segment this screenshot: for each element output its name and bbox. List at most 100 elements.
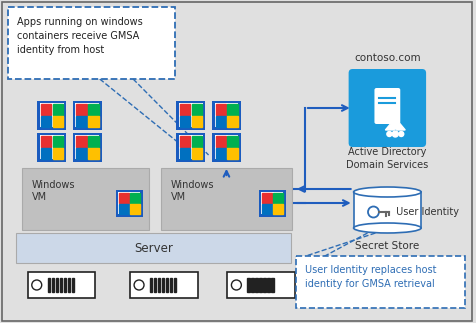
Circle shape bbox=[386, 131, 391, 137]
FancyBboxPatch shape bbox=[73, 132, 101, 162]
Bar bbox=[68, 278, 70, 292]
Text: Apps running on windows
containers receive GMSA
identity from host: Apps running on windows containers recei… bbox=[17, 17, 142, 55]
Bar bbox=[179, 136, 190, 147]
Bar bbox=[263, 278, 265, 292]
FancyBboxPatch shape bbox=[118, 192, 140, 214]
Bar bbox=[119, 193, 129, 203]
FancyBboxPatch shape bbox=[261, 192, 282, 214]
FancyBboxPatch shape bbox=[212, 100, 240, 130]
Bar bbox=[191, 104, 202, 114]
Bar bbox=[262, 204, 271, 214]
Bar bbox=[63, 278, 66, 292]
FancyBboxPatch shape bbox=[214, 135, 238, 159]
Bar bbox=[40, 104, 51, 114]
Bar bbox=[130, 204, 139, 214]
FancyBboxPatch shape bbox=[212, 132, 240, 162]
Bar bbox=[40, 136, 51, 147]
Text: User Identity: User Identity bbox=[393, 207, 458, 217]
Bar bbox=[154, 278, 156, 292]
Bar bbox=[215, 148, 226, 159]
Bar bbox=[48, 278, 50, 292]
FancyBboxPatch shape bbox=[296, 256, 464, 308]
Bar bbox=[227, 136, 238, 147]
FancyBboxPatch shape bbox=[22, 168, 149, 230]
Text: User Identity replaces host
identity for GMSA retrieval: User Identity replaces host identity for… bbox=[304, 265, 436, 289]
Bar bbox=[76, 136, 87, 147]
Bar bbox=[191, 116, 202, 127]
Bar bbox=[270, 278, 273, 292]
FancyBboxPatch shape bbox=[2, 2, 471, 321]
Bar bbox=[179, 148, 190, 159]
FancyBboxPatch shape bbox=[116, 190, 142, 216]
Bar bbox=[262, 193, 271, 203]
Bar bbox=[52, 148, 63, 159]
FancyBboxPatch shape bbox=[227, 272, 294, 298]
Bar bbox=[215, 136, 226, 147]
Bar bbox=[149, 278, 152, 292]
Bar bbox=[215, 104, 226, 114]
Bar bbox=[267, 278, 269, 292]
Bar bbox=[88, 104, 99, 114]
Ellipse shape bbox=[353, 223, 420, 233]
Bar bbox=[76, 148, 87, 159]
Bar bbox=[51, 278, 54, 292]
FancyBboxPatch shape bbox=[374, 88, 399, 124]
Bar bbox=[161, 278, 164, 292]
Bar bbox=[179, 116, 190, 127]
Circle shape bbox=[391, 131, 397, 137]
Bar bbox=[40, 148, 51, 159]
FancyBboxPatch shape bbox=[40, 135, 63, 159]
Bar bbox=[119, 204, 129, 214]
Bar bbox=[40, 116, 51, 127]
Bar bbox=[227, 116, 238, 127]
Bar bbox=[88, 116, 99, 127]
FancyBboxPatch shape bbox=[348, 69, 425, 147]
Text: Server: Server bbox=[134, 242, 172, 255]
FancyBboxPatch shape bbox=[178, 103, 202, 127]
Bar bbox=[227, 104, 238, 114]
FancyBboxPatch shape bbox=[160, 168, 291, 230]
Bar bbox=[52, 136, 63, 147]
FancyBboxPatch shape bbox=[40, 103, 63, 127]
Text: Windows
VM: Windows VM bbox=[32, 180, 75, 202]
Bar bbox=[52, 104, 63, 114]
Bar bbox=[191, 136, 202, 147]
Bar bbox=[353, 192, 420, 228]
Bar bbox=[166, 278, 168, 292]
Bar bbox=[251, 278, 253, 292]
Bar bbox=[52, 116, 63, 127]
Bar bbox=[227, 148, 238, 159]
Bar bbox=[247, 278, 249, 292]
Circle shape bbox=[398, 131, 403, 137]
Bar bbox=[273, 204, 282, 214]
Bar bbox=[130, 193, 139, 203]
FancyBboxPatch shape bbox=[75, 103, 99, 127]
Bar bbox=[60, 278, 62, 292]
Bar bbox=[88, 136, 99, 147]
Text: Windows
VM: Windows VM bbox=[170, 180, 214, 202]
FancyBboxPatch shape bbox=[258, 190, 285, 216]
FancyBboxPatch shape bbox=[37, 132, 66, 162]
Ellipse shape bbox=[353, 187, 420, 197]
FancyBboxPatch shape bbox=[37, 100, 66, 130]
Bar bbox=[258, 278, 261, 292]
Text: Secret Store: Secret Store bbox=[355, 241, 418, 251]
FancyBboxPatch shape bbox=[75, 135, 99, 159]
FancyBboxPatch shape bbox=[130, 272, 197, 298]
Text: Active Directory
Domain Services: Active Directory Domain Services bbox=[346, 147, 427, 170]
FancyBboxPatch shape bbox=[28, 272, 95, 298]
Bar bbox=[173, 278, 176, 292]
Bar bbox=[215, 116, 226, 127]
FancyBboxPatch shape bbox=[176, 132, 205, 162]
Text: contoso.com: contoso.com bbox=[353, 53, 420, 63]
Bar bbox=[158, 278, 160, 292]
Bar bbox=[88, 148, 99, 159]
Bar bbox=[255, 278, 257, 292]
Bar bbox=[71, 278, 74, 292]
Bar bbox=[191, 148, 202, 159]
FancyBboxPatch shape bbox=[214, 103, 238, 127]
Bar bbox=[76, 116, 87, 127]
FancyBboxPatch shape bbox=[176, 100, 205, 130]
Bar bbox=[179, 104, 190, 114]
FancyBboxPatch shape bbox=[178, 135, 202, 159]
